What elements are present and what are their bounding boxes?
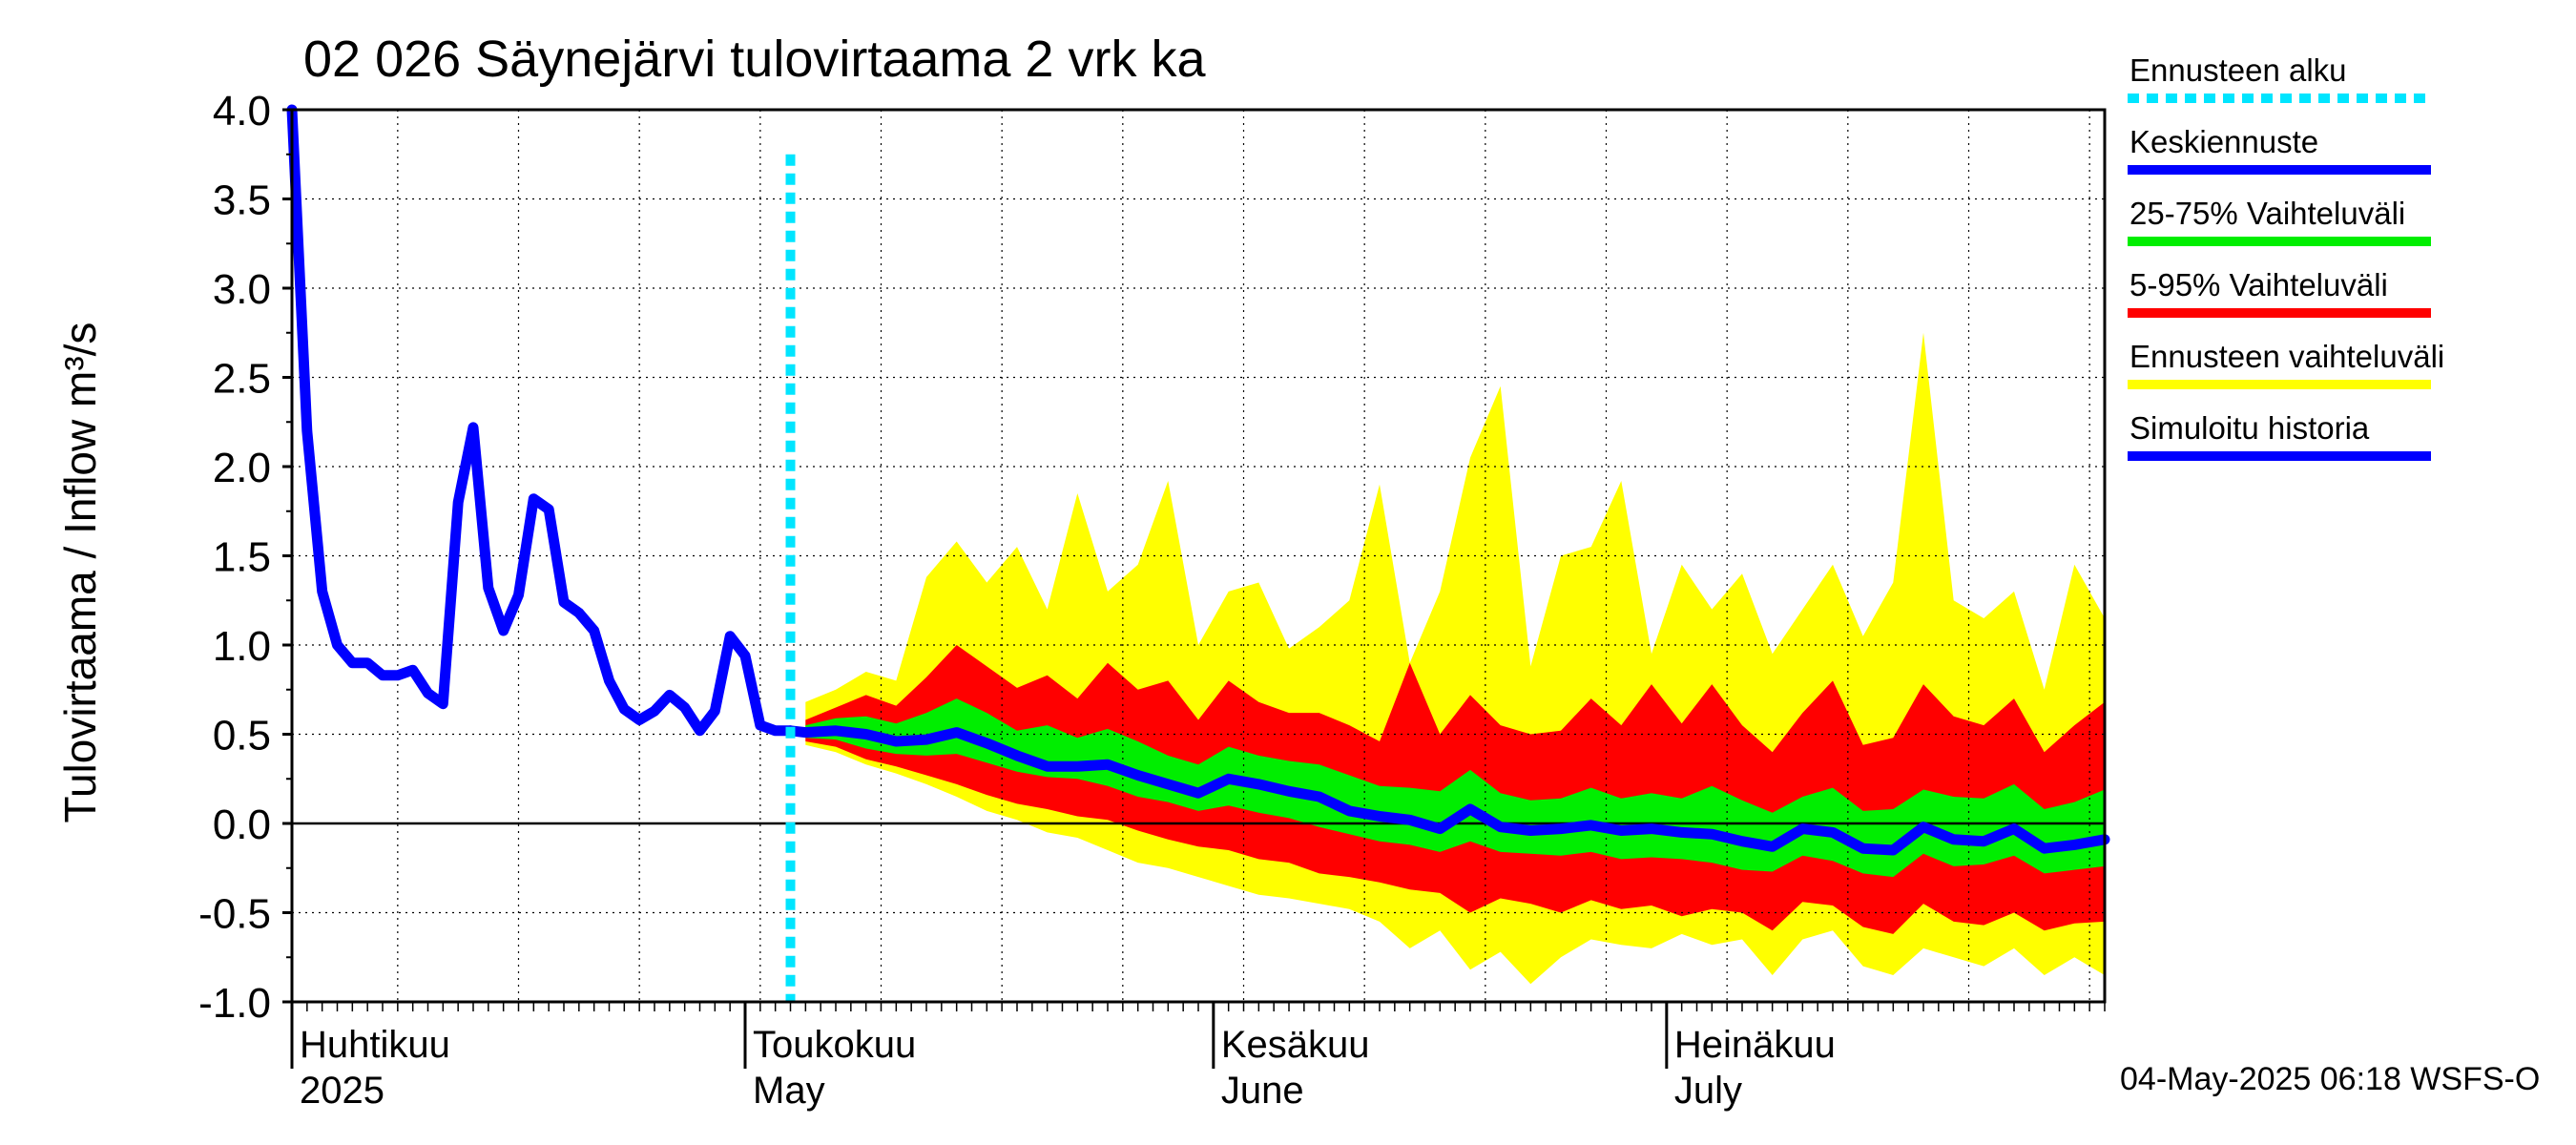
x-month-label-en: June [1221,1070,1304,1112]
footer-timestamp: 04-May-2025 06:18 WSFS-O [2120,1061,2540,1097]
y-tick-label: 0.5 [213,713,271,760]
legend-label: Keskiennuste [2129,124,2318,159]
legend-label: 25-75% Vaihteluväli [2129,196,2405,231]
x-month-label-fi: Kesäkuu [1221,1024,1370,1066]
chart-title: 02 026 Säynejärvi tulovirtaama 2 vrk ka [303,31,1206,88]
legend-label: Ennusteen vaihteluväli [2129,339,2444,374]
x-month-label-en: May [753,1070,825,1112]
legend: Ennusteen alku Keskiennuste 25-75% Vaihtel… [2128,52,2444,461]
band-25-75 [805,698,2105,878]
simulated-history-line [286,104,796,737]
y-tick-label: 1.0 [213,623,271,670]
x-month-label-fi: Huhtikuu [300,1024,450,1066]
x-month-label-fi: Toukokuu [753,1024,916,1066]
forecast-bands [805,332,2105,985]
y-tick-label: -1.0 [198,980,271,1027]
legend-label: 5-95% Vaihteluväli [2129,267,2388,302]
x-month-label-en: July [1674,1070,1742,1112]
x-month-label-fi: Heinäkuu [1674,1024,1836,1066]
y-tick-label: 3.0 [213,266,271,313]
y-axis: 4.0 3.5 3.0 2.5 2.0 1.5 1.0 0.5 0.0 -0.5 -1.0 [198,88,292,1027]
y-tick-label: 4.0 [213,88,271,135]
median-forecast-line [785,725,2110,856]
legend-label: Ennusteen alku [2129,52,2347,88]
y-tick-label: -0.5 [198,891,271,938]
y-tick-label: 0.0 [213,802,271,848]
series-lines [286,104,2110,1002]
y-tick-label: 1.5 [213,534,271,581]
y-tick-label: 2.5 [213,356,271,403]
y-tick-label: 2.0 [213,445,271,491]
x-month-label-en: 2025 [300,1070,384,1112]
y-axis-label: Tulovirtaama / Inflow m³/s [55,323,105,823]
legend-label: Simuloitu historia [2129,410,2370,446]
y-tick-label: 3.5 [213,177,271,224]
